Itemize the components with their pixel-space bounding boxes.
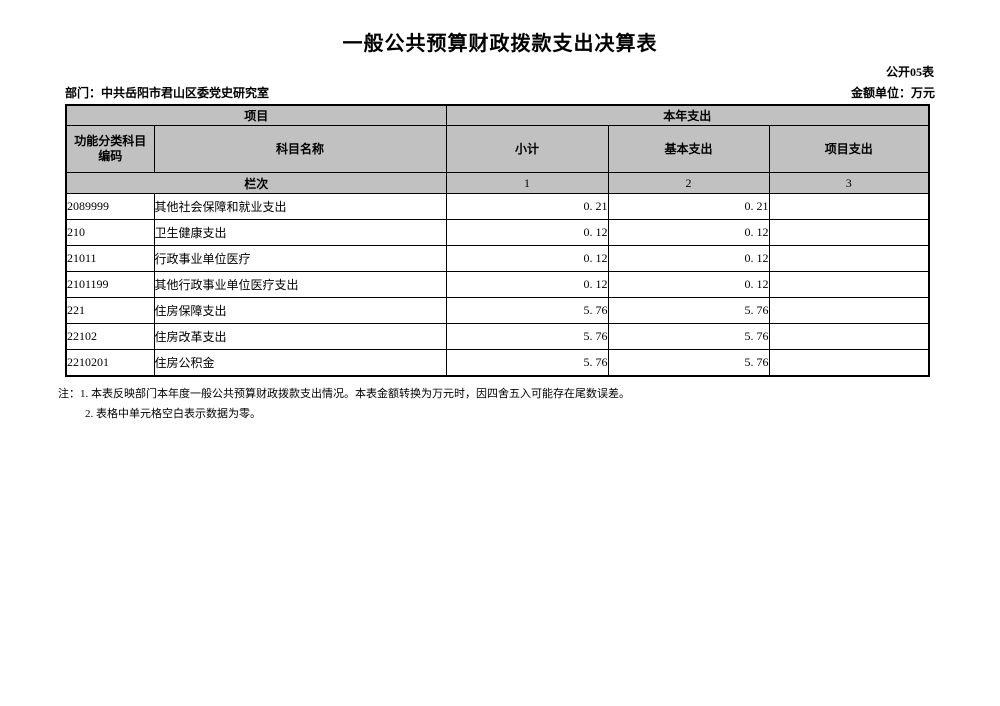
cell-subtotal: 0. 12 <box>445 271 609 298</box>
cell-subtotal: 5. 76 <box>445 349 609 377</box>
cell-subtotal: 0. 12 <box>445 245 609 272</box>
table-row: 22102 住房改革支出 5. 76 5. 76 <box>65 323 930 350</box>
footnotes: 注：1. 本表反映部门本年度一般公共预算财政拨款支出情况。本表金额转换为万元时，… <box>58 384 1000 424</box>
header-group-current-year: 本年支出 <box>445 104 930 126</box>
header-lanci: 栏次 <box>65 172 447 194</box>
cell-basic: 5. 76 <box>607 297 770 324</box>
header-col-project: 项目支出 <box>768 125 930 173</box>
cell-project <box>768 297 930 324</box>
note-line-2: 2. 表格中单元格空白表示数据为零。 <box>85 408 261 420</box>
header-col-code: 功能分类科目 编码 <box>65 125 155 173</box>
cell-code: 221 <box>65 297 155 324</box>
cell-basic: 0. 12 <box>607 245 770 272</box>
cell-project <box>768 193 930 220</box>
cell-name: 住房公积金 <box>153 349 447 377</box>
header-col-code-line2: 编码 <box>98 149 123 163</box>
cell-code: 21011 <box>65 245 155 272</box>
header-col-name: 科目名称 <box>153 125 447 173</box>
table-row: 210 卫生健康支出 0. 12 0. 12 <box>65 219 930 246</box>
cell-name: 行政事业单位医疗 <box>153 245 447 272</box>
header-columns-row: 功能分类科目 编码 科目名称 小计 基本支出 项目支出 <box>65 125 930 173</box>
cell-project <box>768 323 930 350</box>
cell-code: 2101199 <box>65 271 155 298</box>
table-row: 21011 行政事业单位医疗 0. 12 0. 12 <box>65 245 930 272</box>
cell-code: 2210201 <box>65 349 155 377</box>
header-index-1: 1 <box>445 172 609 194</box>
header-index-2: 2 <box>607 172 770 194</box>
header-col-basic: 基本支出 <box>607 125 770 173</box>
cell-code: 2089999 <box>65 193 155 220</box>
cell-subtotal: 5. 76 <box>445 297 609 324</box>
page-title: 一般公共预算财政拨款支出决算表 <box>342 33 658 55</box>
cell-code: 22102 <box>65 323 155 350</box>
table-row: 221 住房保障支出 5. 76 5. 76 <box>65 297 930 324</box>
header-col-subtotal: 小计 <box>445 125 609 173</box>
cell-subtotal: 0. 12 <box>445 219 609 246</box>
cell-name: 住房保障支出 <box>153 297 447 324</box>
cell-basic: 0. 12 <box>607 219 770 246</box>
header-index-3: 3 <box>768 172 930 194</box>
table-row: 2089999 其他社会保障和就业支出 0. 21 0. 21 <box>65 193 930 220</box>
table-code-label: 公开05表 <box>885 65 934 79</box>
header-col-code-line1: 功能分类科目 <box>74 134 147 148</box>
department-label: 部门：中共岳阳市君山区委党史研究室 <box>65 86 270 100</box>
cell-code: 210 <box>65 219 155 246</box>
meta-row: 部门：中共岳阳市君山区委党史研究室 金额单位：万元 <box>65 85 935 101</box>
cell-project <box>768 349 930 377</box>
cell-name: 卫生健康支出 <box>153 219 447 246</box>
note-line-1: 注：1. 本表反映部门本年度一般公共预算财政拨款支出情况。本表金额转换为万元时，… <box>58 388 630 400</box>
expenditure-table: 项目 本年支出 功能分类科目 编码 科目名称 小计 基本支出 项目支出 栏次 1… <box>65 104 931 377</box>
cell-basic: 5. 76 <box>607 323 770 350</box>
cell-name: 住房改革支出 <box>153 323 447 350</box>
cell-basic: 0. 21 <box>607 193 770 220</box>
table-row: 2101199 其他行政事业单位医疗支出 0. 12 0. 12 <box>65 271 930 298</box>
header-lanci-row: 栏次 1 2 3 <box>65 172 930 194</box>
cell-basic: 0. 12 <box>607 271 770 298</box>
table-row: 2210201 住房公积金 5. 76 5. 76 <box>65 349 930 377</box>
cell-project <box>768 245 930 272</box>
header-group-project: 项目 <box>65 104 447 126</box>
cell-subtotal: 0. 21 <box>445 193 609 220</box>
cell-basic: 5. 76 <box>607 349 770 377</box>
header-group-row: 项目 本年支出 <box>65 104 930 126</box>
cell-subtotal: 5. 76 <box>445 323 609 350</box>
cell-name: 其他行政事业单位医疗支出 <box>153 271 447 298</box>
cell-project <box>768 219 930 246</box>
unit-label: 金额单位：万元 <box>850 86 935 100</box>
cell-name: 其他社会保障和就业支出 <box>153 193 447 220</box>
cell-project <box>768 271 930 298</box>
